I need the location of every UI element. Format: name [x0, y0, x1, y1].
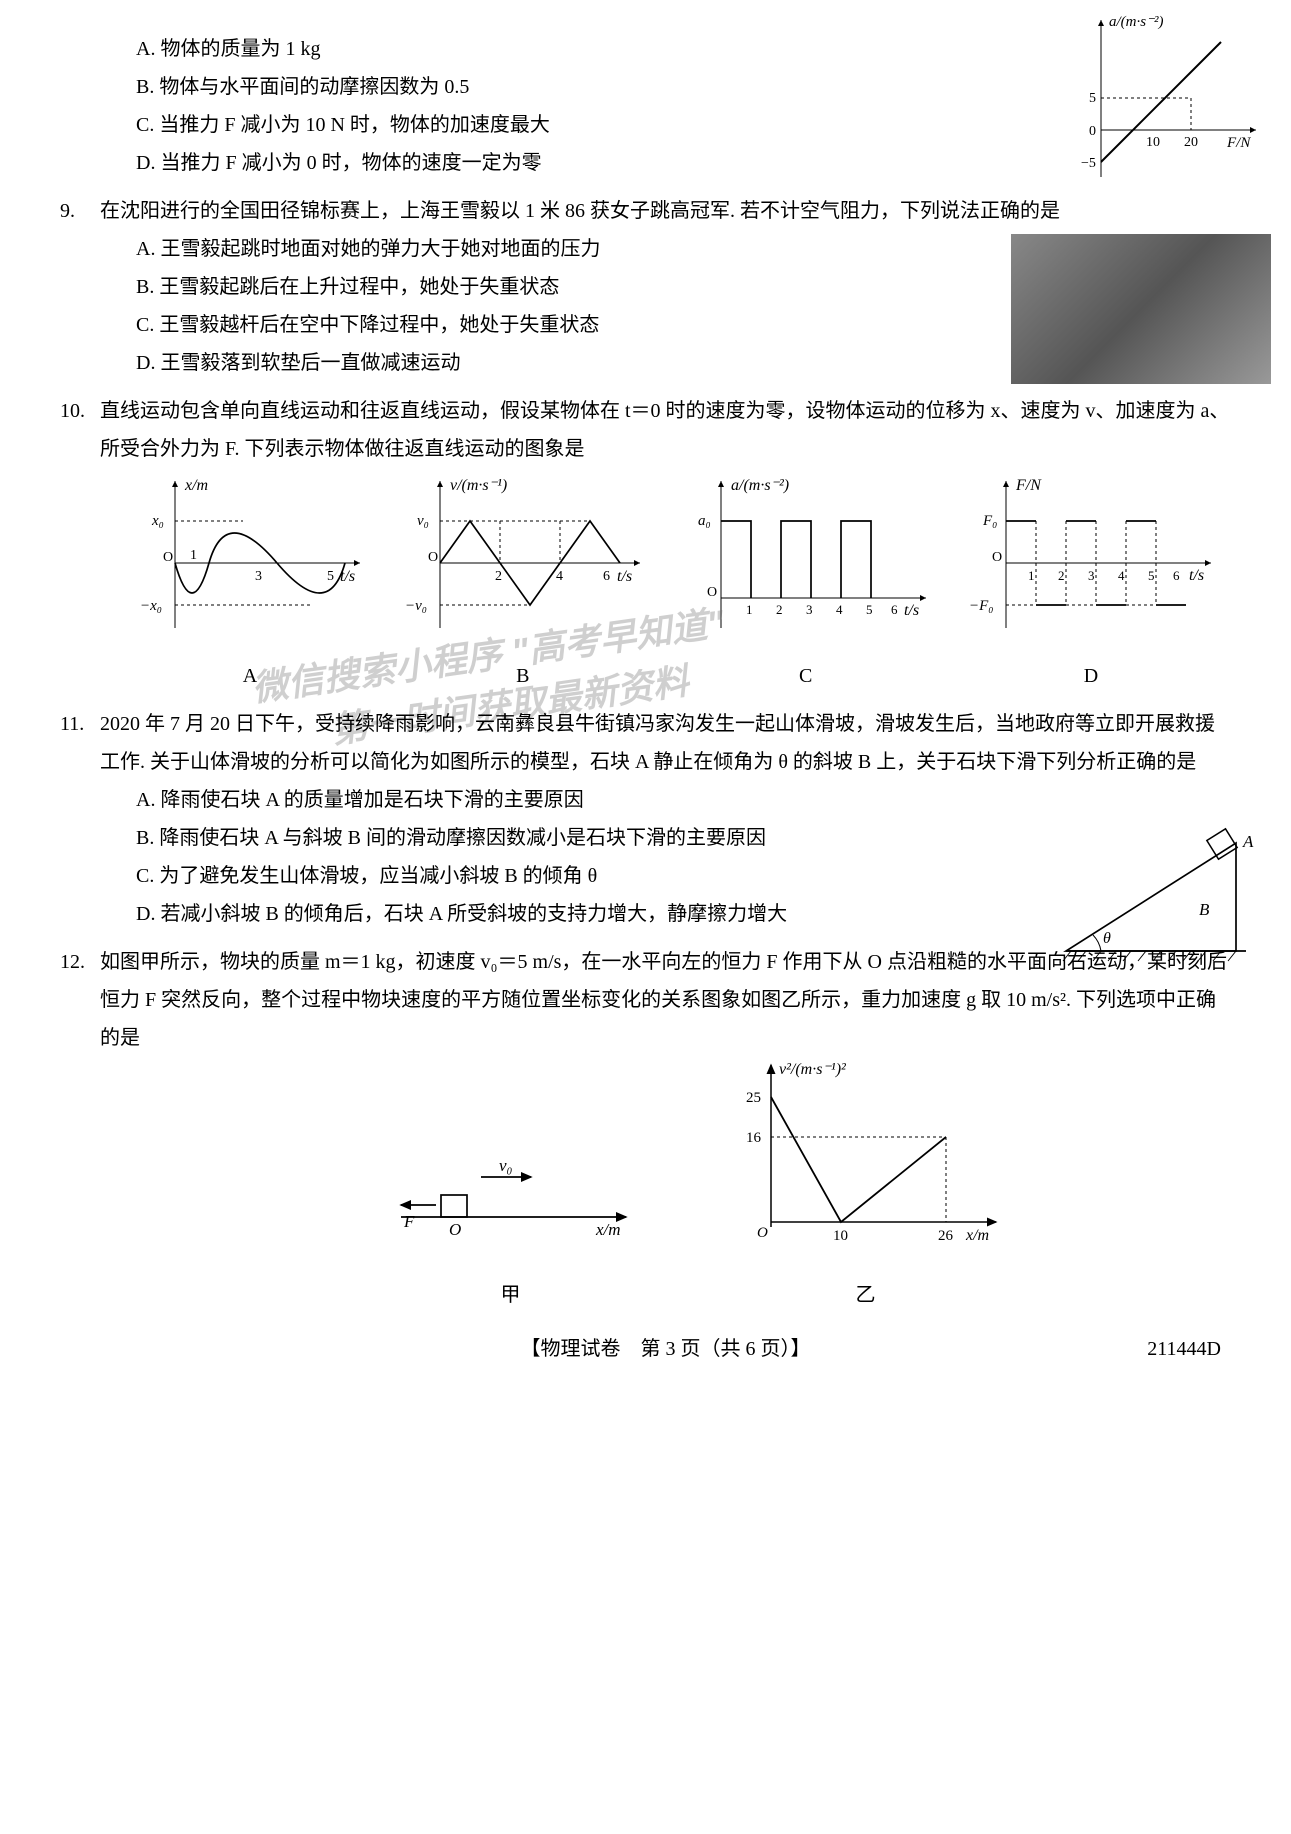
svg-text:F: F	[403, 1212, 415, 1231]
svg-text:3: 3	[1088, 568, 1095, 583]
svg-text:v²/(m·s⁻¹)²: v²/(m·s⁻¹)²	[779, 1061, 847, 1078]
q10-number: 10.	[60, 392, 85, 430]
svg-text:4: 4	[836, 602, 843, 617]
svg-text:O: O	[992, 550, 1002, 565]
q12-chart-l: v₀ F O x/m 甲	[381, 1127, 641, 1314]
svg-text:O: O	[757, 1225, 768, 1241]
q10-label-b: B	[395, 657, 650, 695]
svg-text:t/s: t/s	[904, 602, 919, 619]
svg-text:v₀: v₀	[417, 513, 429, 529]
svg-text:O: O	[428, 550, 438, 565]
svg-text:5: 5	[866, 602, 873, 617]
q11-stem: 2020 年 7 月 20 日下午，受持续降雨影响，云南彝良县牛街镇冯家沟发生一…	[100, 705, 1231, 781]
q10-label-a: A	[130, 657, 370, 695]
svg-text:5: 5	[1148, 568, 1155, 583]
svg-text:O: O	[449, 1220, 461, 1239]
svg-text:20: 20	[1184, 135, 1198, 150]
q9-stem: 在沈阳进行的全国田径锦标赛上，上海王雪毅以 1 米 86 获女子跳高冠军. 若不…	[100, 192, 1231, 230]
svg-text:O: O	[707, 585, 717, 600]
q10-label-c: C	[676, 657, 936, 695]
svg-text:x/m: x/m	[965, 1227, 989, 1244]
q8-opt-a: A. 物体的质量为 1 kg	[100, 30, 1231, 68]
q12-charts: v₀ F O x/m 甲 v²/(m·s⁻¹)² x/m 25 16 O	[100, 1057, 1231, 1314]
q10-chart-d: F/N t/s F₀ −F₀ O 1 2 3 4 5 6 D	[961, 473, 1221, 695]
svg-text:2: 2	[776, 602, 783, 617]
footer-label: 【物理试卷 第 3 页（共 6 页）】	[521, 1338, 811, 1360]
svg-text:x₀: x₀	[151, 513, 164, 529]
svg-text:2: 2	[495, 569, 502, 584]
q12-stem: 如图甲所示，物块的质量 m＝1 kg，初速度 v₀＝5 m/s，在一水平向左的恒…	[100, 943, 1231, 1057]
svg-text:−x₀: −x₀	[140, 598, 162, 614]
svg-text:O: O	[163, 550, 173, 565]
svg-text:t/s: t/s	[617, 568, 632, 585]
svg-text:5: 5	[1089, 91, 1096, 106]
svg-text:−5: −5	[1081, 156, 1096, 171]
svg-text:x/m: x/m	[595, 1220, 621, 1239]
svg-text:x/m: x/m	[184, 477, 208, 494]
svg-text:4: 4	[556, 569, 563, 584]
q8-opt-c: C. 当推力 F 减小为 10 N 时，物体的加速度最大	[100, 106, 1231, 144]
svg-text:F₀: F₀	[982, 513, 997, 529]
q9-photo	[1011, 234, 1271, 397]
svg-text:10: 10	[1146, 135, 1160, 150]
svg-text:a₀: a₀	[698, 513, 711, 529]
q12-caption-r: 乙	[721, 1276, 1011, 1314]
svg-text:3: 3	[806, 602, 813, 617]
question-11: 11. A B θ 2020 年 7 月 20 日下午，受持续降雨影响，云南彝良…	[100, 705, 1231, 933]
svg-text:6: 6	[891, 602, 898, 617]
q8-chart: a/(m·s⁻²) F/N 0 5 −5 10 20	[1071, 12, 1271, 205]
svg-text:16: 16	[746, 1130, 762, 1146]
q9-number: 9.	[60, 192, 75, 230]
svg-text:5: 5	[327, 569, 334, 584]
svg-text:B: B	[1199, 900, 1210, 919]
svg-text:6: 6	[1173, 568, 1180, 583]
question-8-options: a/(m·s⁻²) F/N 0 5 −5 10 20 A. 物体的质量为 1 k…	[100, 30, 1231, 182]
svg-text:10: 10	[833, 1228, 848, 1244]
svg-text:1: 1	[190, 548, 197, 563]
svg-text:a/(m·s⁻²): a/(m·s⁻²)	[1109, 14, 1164, 30]
svg-text:1: 1	[746, 602, 753, 617]
q11-number: 11.	[60, 705, 84, 743]
svg-text:3: 3	[255, 569, 262, 584]
svg-text:−v₀: −v₀	[405, 598, 427, 614]
q10-chart-a: x/m t/s x₀ −x₀ O 1 3 5 A	[130, 473, 370, 695]
svg-text:6: 6	[603, 569, 610, 584]
q10-chart-b: v/(m·s⁻¹) t/s v₀ −v₀ O 2 4 6 B	[395, 473, 650, 695]
q10-chart-c: a/(m·s⁻²) t/s a₀ O 1 2 3 4 5 6 C	[676, 473, 936, 695]
q8-opt-d: D. 当推力 F 减小为 0 时，物体的速度一定为零	[100, 144, 1231, 182]
svg-text:a/(m·s⁻²): a/(m·s⁻²)	[731, 477, 789, 494]
svg-text:1: 1	[1028, 568, 1035, 583]
q12-number: 12.	[60, 943, 85, 981]
svg-text:25: 25	[746, 1090, 761, 1106]
footer-code: 211444D	[1147, 1330, 1221, 1368]
svg-text:A: A	[1242, 832, 1254, 851]
svg-text:4: 4	[1118, 568, 1125, 583]
q11-opt-a: A. 降雨使石块 A 的质量增加是石块下滑的主要原因	[100, 781, 1231, 819]
question-9: 9. 在沈阳进行的全国田径锦标赛上，上海王雪毅以 1 米 86 获女子跳高冠军.…	[100, 192, 1231, 382]
svg-text:v₀: v₀	[499, 1156, 513, 1175]
q12-chart-r: v²/(m·s⁻¹)² x/m 25 16 O 10 26 乙	[721, 1057, 1011, 1314]
svg-text:F/N: F/N	[1015, 477, 1042, 494]
svg-text:26: 26	[938, 1228, 954, 1244]
q10-label-d: D	[961, 657, 1221, 695]
svg-text:v/(m·s⁻¹): v/(m·s⁻¹)	[450, 477, 507, 494]
question-12: 12. 如图甲所示，物块的质量 m＝1 kg，初速度 v₀＝5 m/s，在一水平…	[100, 943, 1231, 1314]
question-10: 10. 直线运动包含单向直线运动和往返直线运动，假设某物体在 t＝0 时的速度为…	[100, 392, 1231, 695]
q10-charts: x/m t/s x₀ −x₀ O 1 3 5 A v/(m·s⁻¹) t/s	[100, 468, 1231, 695]
q10-stem: 直线运动包含单向直线运动和往返直线运动，假设某物体在 t＝0 时的速度为零，设物…	[100, 392, 1231, 468]
page-footer: 【物理试卷 第 3 页（共 6 页）】 211444D	[100, 1330, 1231, 1368]
q8-opt-b: B. 物体与水平面间的动摩擦因数为 0.5	[100, 68, 1231, 106]
svg-text:0: 0	[1089, 124, 1096, 139]
svg-text:−F₀: −F₀	[969, 598, 994, 614]
q12-caption-l: 甲	[381, 1276, 641, 1314]
svg-text:F/N: F/N	[1226, 135, 1251, 151]
svg-text:2: 2	[1058, 568, 1065, 583]
svg-text:t/s: t/s	[1189, 567, 1204, 584]
